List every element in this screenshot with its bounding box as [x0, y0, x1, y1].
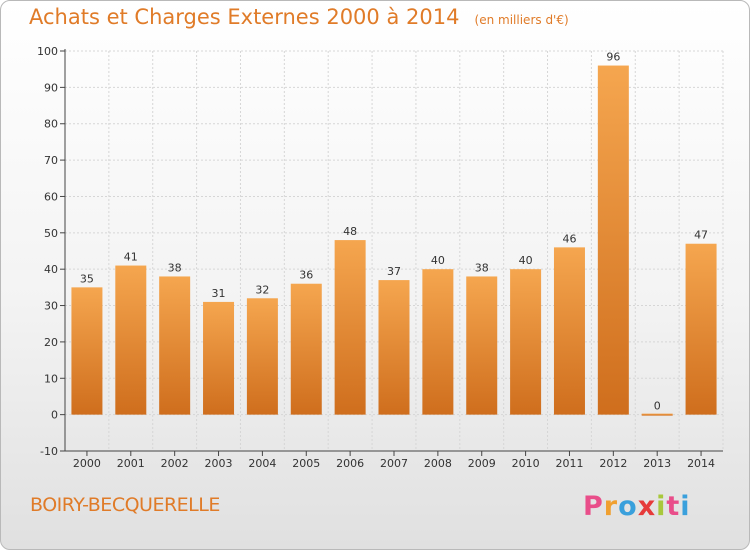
x-tick-label: 2012: [599, 457, 627, 470]
x-tick-label: 2011: [555, 457, 583, 470]
y-tick-label: 100: [37, 45, 58, 58]
x-tick-label: 2007: [380, 457, 408, 470]
x-tick-label: 2008: [424, 457, 452, 470]
data-label: 37: [387, 265, 401, 278]
data-label: 0: [654, 400, 661, 413]
data-label: 38: [168, 261, 182, 274]
data-label: 40: [519, 254, 533, 267]
bar: [334, 240, 366, 415]
data-label: 36: [299, 269, 313, 282]
y-tick-label: 30: [44, 300, 58, 313]
x-tick-label: 2006: [336, 457, 364, 470]
x-tick-label: 2009: [468, 457, 496, 470]
data-label: 47: [694, 229, 708, 242]
bar: [378, 280, 410, 415]
brand-letter: o: [618, 491, 638, 522]
chart-title: Achats et Charges Externes 2000 à 2014: [29, 5, 460, 29]
brand-letter: i: [656, 491, 667, 522]
bar: [203, 301, 235, 415]
x-tick-label: 2002: [161, 457, 189, 470]
x-tick-label: 2010: [512, 457, 540, 470]
x-tick-label: 2001: [117, 457, 145, 470]
data-label: 35: [80, 272, 94, 285]
bar: [685, 243, 717, 415]
x-tick-label: 2014: [687, 457, 715, 470]
label-layer: 35 41 38 31 32 36 48 37 40 38 40 46 96 0 47: [80, 51, 708, 413]
x-tick-label: 2005: [292, 457, 320, 470]
x-tick-label: 2004: [248, 457, 276, 470]
bar: [510, 269, 542, 415]
brand-letter: i: [680, 491, 691, 522]
data-label: 48: [343, 225, 357, 238]
data-label: 31: [212, 287, 226, 300]
brand-letter: r: [603, 491, 619, 522]
x-tick-label: 2013: [643, 457, 671, 470]
brand-letter: P: [583, 491, 604, 522]
brand-letter: x: [637, 491, 657, 522]
town-name: BOIRY-BECQUERELLE: [30, 494, 220, 516]
bar-layer: [71, 65, 717, 416]
chart-subtitle: (en milliers d'€): [474, 13, 569, 27]
bar: [290, 283, 322, 415]
bar: [246, 298, 278, 415]
data-label: 46: [562, 232, 576, 245]
data-label: 32: [255, 283, 269, 296]
y-tick-label: -10: [40, 445, 58, 458]
bar: [553, 247, 585, 415]
axis-layer: -10 0 10 20 30 40 50 60 70 80 90 100 2000 2001 2002 200…: [37, 45, 723, 470]
y-tick-label: 10: [44, 372, 58, 385]
bar: [641, 413, 673, 416]
y-tick-label: 20: [44, 336, 58, 349]
bar: [422, 269, 454, 415]
y-tick-label: 80: [44, 118, 58, 131]
brand-logo: Proxiti: [583, 491, 691, 522]
title-block: Achats et Charges Externes 2000 à 2014 (…: [29, 5, 569, 29]
y-tick-label: 0: [51, 409, 58, 422]
y-tick-label: 70: [44, 154, 58, 167]
bar: [159, 276, 191, 415]
y-tick-label: 90: [44, 81, 58, 94]
y-tick-label: 50: [44, 227, 58, 240]
bar: [466, 276, 498, 415]
x-tick-label: 2003: [205, 457, 233, 470]
bar: [71, 287, 103, 415]
bar: [115, 265, 147, 415]
data-label: 38: [475, 261, 489, 274]
brand-letter: t: [666, 491, 681, 522]
x-tick-label: 2000: [73, 457, 101, 470]
bar: [597, 65, 629, 415]
data-label: 40: [431, 254, 445, 267]
data-label: 41: [124, 251, 138, 264]
data-label: 96: [606, 51, 620, 64]
y-tick-label: 40: [44, 263, 58, 276]
y-tick-label: 60: [44, 190, 58, 203]
